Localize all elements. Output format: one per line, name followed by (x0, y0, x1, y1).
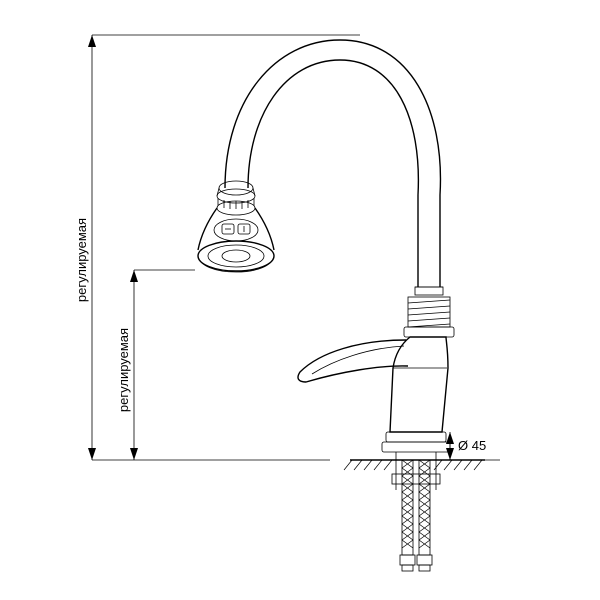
faucet-dimension-diagram: регулируемая регулируемая Ø 45 (0, 0, 600, 600)
dim-base-diameter-label: Ø 45 (458, 438, 486, 453)
dim-total-height-label: регулируемая (74, 218, 89, 302)
dim-spout-drop-label: регулируемая (116, 328, 131, 412)
valve-body (298, 327, 454, 452)
faucet-body (225, 40, 443, 295)
threaded-stud (392, 452, 440, 490)
spray-head (198, 181, 274, 272)
dim-base-diameter: Ø 45 (430, 432, 500, 460)
mounting-surface (344, 460, 485, 470)
dim-spout-drop: регулируемая (116, 270, 195, 460)
threaded-connector (408, 297, 450, 327)
supply-hoses (400, 460, 432, 571)
